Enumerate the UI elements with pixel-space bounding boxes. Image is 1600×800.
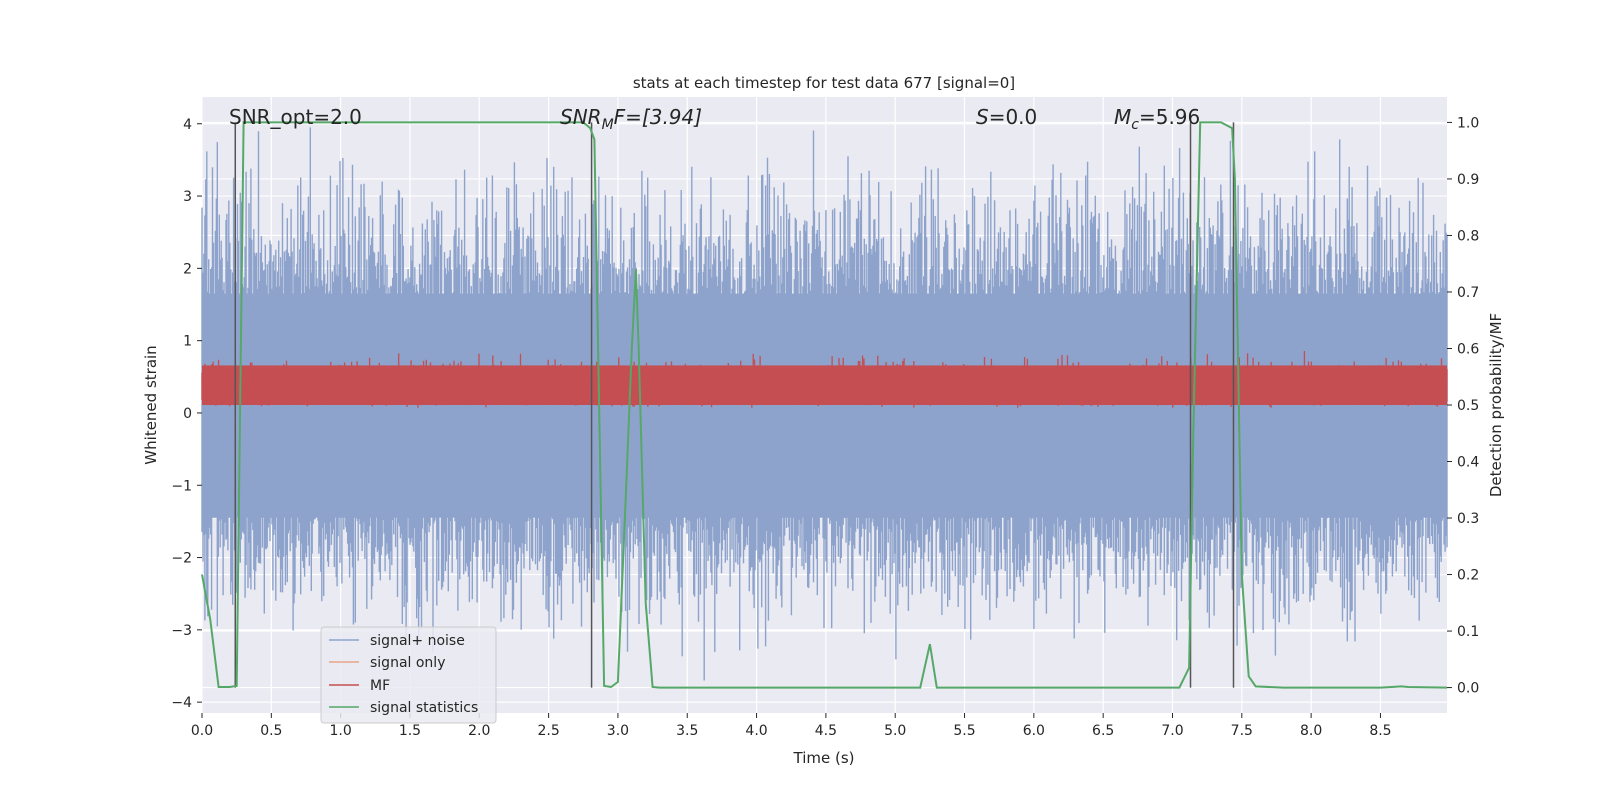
y-left-tick-label: 0 <box>183 406 192 422</box>
y-left-tick-label: 4 <box>183 117 192 133</box>
x-tick-label: 4.5 <box>815 723 837 739</box>
y-right-tick-label: 0.4 <box>1457 455 1479 471</box>
x-tick-label: 2.0 <box>468 723 490 739</box>
y-left-tick-label: 1 <box>183 334 192 350</box>
y-right-tick-label: 0.0 <box>1457 681 1479 697</box>
x-tick-label: 1.0 <box>330 723 352 739</box>
legend-box <box>320 626 497 724</box>
axis-ticks: 0.0 0.5 1.0 1.5 2.0 2.5 3.0 3.5 4.0 4.5 5.0 5.5 6.0 6… <box>171 115 1479 739</box>
x-tick-label: 3.5 <box>676 723 698 739</box>
mc-sub: c <box>1131 117 1139 133</box>
annotation-snr-mf: SNRMF=[3.94] <box>560 105 702 133</box>
legend: signal+ noise signal only MF signal stat… <box>320 626 497 724</box>
legend-label-noise: signal+ noise <box>370 633 465 649</box>
y-right-tick-label: 0.1 <box>1457 624 1479 640</box>
s-label: S <box>976 105 989 129</box>
x-tick-label: 0.0 <box>191 723 213 739</box>
y-right-tick-label: 0.3 <box>1457 511 1479 527</box>
x-tick-label: 3.0 <box>607 723 629 739</box>
x-tick-label: 4.0 <box>745 723 767 739</box>
y-left-tick-label: −3 <box>171 623 192 639</box>
mf-spikes <box>201 351 1448 408</box>
snr-mf-base: SNR <box>560 105 602 129</box>
annotation-s: S=0.0 <box>976 105 1037 129</box>
stats-line <box>201 121 1448 689</box>
annotation-snr-opt: SNR_opt=2.0 <box>229 105 362 129</box>
snr-mf-rest: F=[3.94] <box>614 105 702 129</box>
x-tick-label: 6.0 <box>1023 723 1045 739</box>
y-left-tick-label: 3 <box>183 189 192 205</box>
legend-label-signal-statistics: signal statistics <box>370 700 478 716</box>
y-right-tick-label: 1.0 <box>1457 115 1479 131</box>
legend-label-signal-only: signal only <box>370 655 445 671</box>
y-right-tick-label: 0.5 <box>1457 398 1479 414</box>
x-tick-label: 0.5 <box>260 723 282 739</box>
x-tick-label: 5.0 <box>884 723 906 739</box>
annotation-mc: Mc=5.96 <box>1114 105 1200 133</box>
snr-mf-sub: M <box>602 117 614 133</box>
y-axis-label-left: Whitened strain <box>142 345 160 464</box>
legend-label-mf: MF <box>370 678 390 694</box>
y-left-tick-label: 2 <box>183 261 192 277</box>
x-tick-label: 8.5 <box>1369 723 1391 739</box>
y-right-tick-label: 0.8 <box>1457 228 1479 244</box>
x-tick-label: 7.5 <box>1231 723 1253 739</box>
x-axis-label: Time (s) <box>793 749 855 767</box>
y-left-tick-label: −1 <box>171 478 192 494</box>
stats-series <box>201 121 1448 689</box>
y-left-tick-label: −2 <box>171 551 192 567</box>
y-right-tick-label: 0.9 <box>1457 172 1479 188</box>
x-tick-label: 2.5 <box>537 723 559 739</box>
x-tick-label: 7.0 <box>1161 723 1183 739</box>
x-tick-label: 5.5 <box>953 723 975 739</box>
mc-value: =5.96 <box>1139 105 1200 129</box>
vertical-lines <box>234 122 1235 688</box>
y-right-tick-label: 0.2 <box>1457 568 1479 584</box>
chart-title: stats at each timestep for test data 677… <box>633 74 1015 92</box>
y-axis-label-right: Detection probability/MF <box>1487 313 1505 497</box>
y-right-tick-label: 0.6 <box>1457 341 1479 357</box>
y-right-tick-label: 0.7 <box>1457 285 1479 301</box>
x-tick-label: 8.0 <box>1300 723 1322 739</box>
s-value: =0.0 <box>989 105 1038 129</box>
x-tick-label: 6.5 <box>1092 723 1114 739</box>
y-left-tick-label: −4 <box>171 695 192 711</box>
mc-base: M <box>1114 105 1131 129</box>
x-tick-label: 1.5 <box>399 723 421 739</box>
